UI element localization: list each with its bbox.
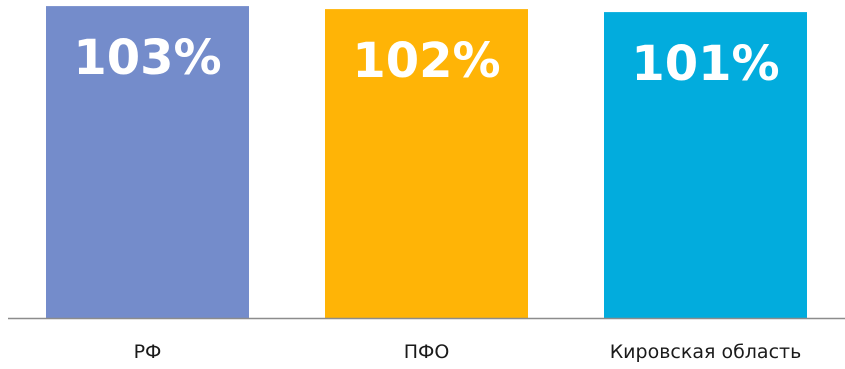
category-labels-group: РФ ПФО Кировская область (134, 341, 802, 363)
bar-2 (325, 9, 528, 318)
bar-value-label: 103% (73, 30, 221, 86)
bars-group (46, 6, 807, 318)
bar-value-label: 102% (352, 33, 500, 89)
bar-labels-group: 103% 102% 101% (73, 30, 779, 92)
category-label: Кировская область (610, 341, 802, 363)
category-label: ПФО (404, 341, 450, 363)
category-label: РФ (134, 341, 162, 363)
bar-value-label: 101% (631, 36, 779, 92)
bar-1 (46, 6, 249, 318)
bar-3 (604, 12, 807, 318)
